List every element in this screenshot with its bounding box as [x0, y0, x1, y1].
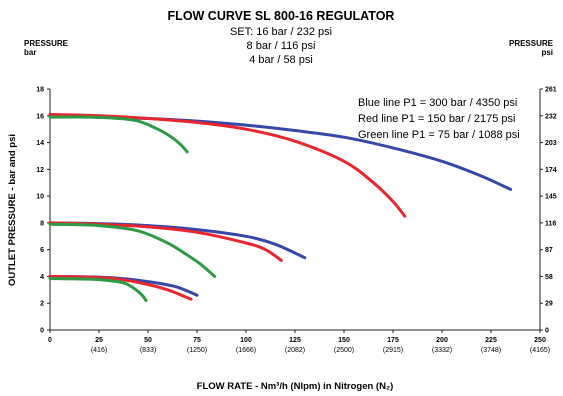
x-tick-label: 75 — [193, 337, 201, 344]
series-blue-16-bar-line — [50, 116, 511, 190]
y-tick-right-label: 116 — [545, 220, 556, 227]
y-tick-right-label: 29 — [545, 301, 553, 308]
y-tick-left-label: 2 — [40, 301, 44, 308]
series-green-16-bar-line — [50, 117, 187, 152]
left-unit-label-bottom: bar — [24, 48, 36, 57]
x-tick-sublabel: (3748) — [481, 347, 501, 354]
x-tick-label: 175 — [387, 337, 399, 344]
chart-title: FLOW CURVE SL 800-16 REGULATOR — [168, 9, 395, 23]
y-tick-left-label: 4 — [40, 274, 44, 281]
x-tick-sublabel: (416) — [91, 347, 107, 354]
y-tick-left-label: 8 — [40, 220, 44, 227]
x-axis-title: FLOW RATE - Nm³/h (Nlpm) in Nitrogen (N₂… — [197, 381, 394, 392]
y-tick-left-label: 10 — [36, 194, 44, 201]
chart-subtitle-line-2: 8 bar / 116 psi — [247, 40, 316, 52]
x-tick-sublabel: (2915) — [383, 347, 403, 354]
x-tick-label: 150 — [338, 337, 350, 344]
x-tick-label: 25 — [95, 337, 103, 344]
y-tick-right-label: 232 — [545, 113, 557, 120]
chart-subtitle-line-1: SET: 16 bar / 232 psi — [230, 26, 332, 38]
left-unit-label-top: PRESSURE — [24, 39, 69, 48]
x-tick-label: 0 — [48, 337, 52, 344]
series-blue-8-bar-line — [50, 223, 305, 258]
x-tick-sublabel: (833) — [140, 347, 156, 354]
y-tick-right-label: 0 — [545, 328, 549, 335]
y-tick-right-label: 87 — [545, 247, 553, 254]
y-tick-left-label: 14 — [36, 140, 44, 147]
x-tick-label: 125 — [289, 337, 301, 344]
y-axis-title: OUTLET PRESSURE - bar and psi — [7, 134, 18, 286]
x-tick-label: 250 — [534, 337, 546, 344]
x-tick-label: 50 — [144, 337, 152, 344]
right-unit-label-top: PRESSURE — [509, 39, 554, 48]
chart-subtitle-line-3: 4 bar / 58 psi — [249, 54, 313, 66]
legend-line-blue: Blue line P1 = 300 bar / 4350 psi — [358, 97, 517, 109]
legend-line-red: Red line P1 = 150 bar / 2175 psi — [358, 113, 515, 125]
right-unit-label-bottom: psi — [541, 48, 553, 57]
y-tick-right-label: 261 — [545, 87, 557, 94]
y-tick-left-label: 12 — [36, 167, 44, 174]
y-tick-left-label: 6 — [40, 247, 44, 254]
x-tick-label: 225 — [485, 337, 497, 344]
y-tick-right-label: 145 — [545, 194, 557, 201]
legend-line-green: Green line P1 = 75 bar / 1088 psi — [358, 129, 520, 141]
x-tick-label: 200 — [436, 337, 448, 344]
y-tick-right-label: 174 — [545, 167, 557, 174]
x-tick-sublabel: (1666) — [236, 347, 256, 354]
y-tick-left-label: 16 — [36, 113, 44, 120]
x-tick-sublabel: (4165) — [530, 347, 550, 354]
series-red-16-bar-line — [50, 114, 405, 216]
y-tick-right-label: 203 — [545, 140, 557, 147]
x-tick-sublabel: (2500) — [334, 347, 354, 354]
y-tick-right-label: 58 — [545, 274, 553, 281]
x-tick-sublabel: (3332) — [432, 347, 452, 354]
x-tick-sublabel: (2082) — [285, 347, 305, 354]
x-tick-label: 100 — [240, 337, 252, 344]
y-tick-left-label: 0 — [40, 328, 44, 335]
x-tick-sublabel: (1250) — [187, 347, 207, 354]
y-tick-left-label: 18 — [36, 87, 44, 94]
